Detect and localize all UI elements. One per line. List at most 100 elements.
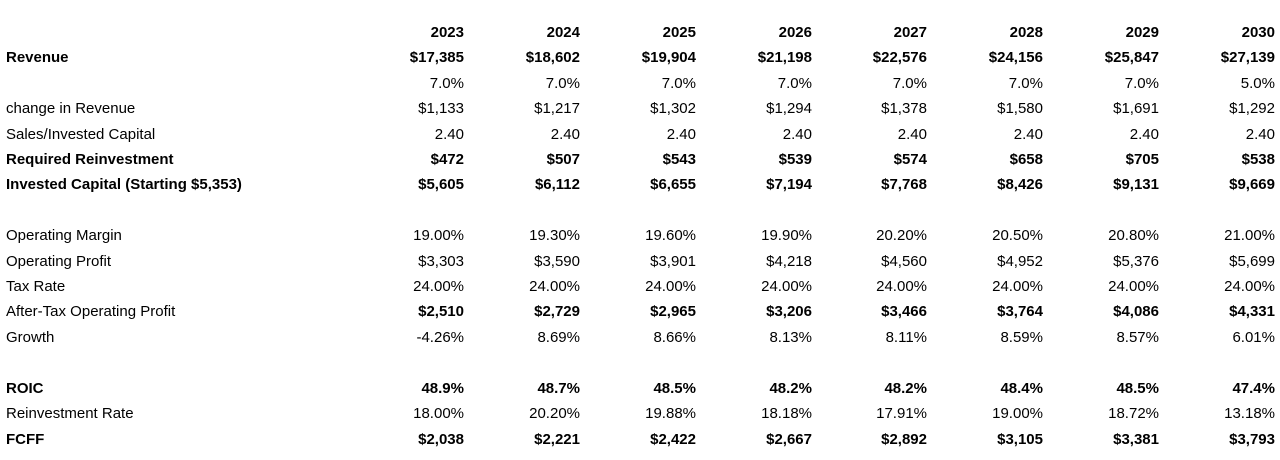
cell-operating-profit-2025: $3,901 bbox=[650, 253, 696, 270]
cell-growth-2026: 8.13% bbox=[769, 329, 812, 346]
cell-roic-2024: 48.7% bbox=[537, 380, 580, 397]
cell-unlabeled-2026: 7.0% bbox=[777, 75, 812, 92]
cell-revenue-2027: $22,576 bbox=[872, 49, 927, 66]
header-row: 2023 2024 2025 2026 2027 2028 2029 2030 bbox=[0, 20, 1280, 45]
cell-sales-invested-capital-2029: 2.40 bbox=[1129, 126, 1159, 143]
cell-revenue-2026: $21,198 bbox=[757, 49, 812, 66]
cell-sales-invested-capital-2025: 2.40 bbox=[666, 126, 696, 143]
cell-required-reinvestment-2029: $705 bbox=[1125, 151, 1159, 168]
cell-roic-2025: 48.5% bbox=[653, 380, 696, 397]
cell-required-reinvestment-2024: $507 bbox=[546, 151, 580, 168]
cell-after-tax-operating-profit-2030: $4,331 bbox=[1229, 303, 1275, 320]
cell-operating-margin-2030: 21.00% bbox=[1224, 227, 1275, 244]
cell-unlabeled-2027: 7.0% bbox=[892, 75, 927, 92]
cell-fcff-2028: $3,105 bbox=[997, 431, 1043, 448]
cell-change-in-revenue-2028: $1,580 bbox=[997, 100, 1043, 117]
row-label: Revenue bbox=[6, 49, 69, 66]
cell-operating-margin-2025: 19.60% bbox=[645, 227, 696, 244]
cell-operating-margin-2026: 19.90% bbox=[761, 227, 812, 244]
cell-operating-margin-2027: 20.20% bbox=[876, 227, 927, 244]
cell-reinvestment-rate-2024: 20.20% bbox=[529, 405, 580, 422]
cell-fcff-2027: $2,892 bbox=[881, 431, 927, 448]
cell-change-in-revenue-2030: $1,292 bbox=[1229, 100, 1275, 117]
row-label: Operating Profit bbox=[6, 253, 112, 270]
cell-after-tax-operating-profit-2025: $2,965 bbox=[650, 303, 696, 320]
cell-after-tax-operating-profit-2024: $2,729 bbox=[534, 303, 580, 320]
year-header: 2023 bbox=[430, 24, 464, 41]
table-row: Revenue $17,385 $18,602 $19,904 $21,198 $22,5… bbox=[0, 45, 1280, 70]
cell-growth-2028: 8.59% bbox=[1000, 329, 1043, 346]
cell-reinvestment-rate-2027: 17.91% bbox=[876, 405, 927, 422]
cell-operating-margin-2024: 19.30% bbox=[529, 227, 580, 244]
cell-growth-2025: 8.66% bbox=[653, 329, 696, 346]
row-label: Reinvestment Rate bbox=[6, 405, 134, 422]
cell-fcff-2026: $2,667 bbox=[766, 431, 812, 448]
cell-invested-capital-starting-5-353-2024: $6,112 bbox=[534, 176, 580, 193]
cell-operating-margin-2029: 20.80% bbox=[1108, 227, 1159, 244]
cell-change-in-revenue-2023: $1,133 bbox=[418, 100, 464, 117]
cell-required-reinvestment-2023: $472 bbox=[430, 151, 464, 168]
cell-reinvestment-rate-2029: 18.72% bbox=[1108, 405, 1159, 422]
cell-required-reinvestment-2028: $658 bbox=[1009, 151, 1043, 168]
cell-after-tax-operating-profit-2029: $4,086 bbox=[1113, 303, 1159, 320]
cell-required-reinvestment-2025: $543 bbox=[662, 151, 696, 168]
cell-tax-rate-2027: 24.00% bbox=[876, 278, 927, 295]
table-row: Required Reinvestment $472 $507 $543 $539 $57… bbox=[0, 147, 1280, 172]
cell-revenue-2030: $27,139 bbox=[1220, 49, 1275, 66]
cell-fcff-2023: $2,038 bbox=[418, 431, 464, 448]
row-label: Tax Rate bbox=[6, 278, 66, 295]
cell-tax-rate-2029: 24.00% bbox=[1108, 278, 1159, 295]
cell-reinvestment-rate-2026: 18.18% bbox=[761, 405, 812, 422]
cell-fcff-2024: $2,221 bbox=[534, 431, 580, 448]
cell-unlabeled-2025: 7.0% bbox=[661, 75, 696, 92]
table-row: FCFF $2,038 $2,221 $2,422 $2,667 $2,892 $3,105… bbox=[0, 427, 1280, 452]
cell-roic-2029: 48.5% bbox=[1116, 380, 1159, 397]
cell-sales-invested-capital-2028: 2.40 bbox=[1013, 126, 1043, 143]
cell-unlabeled-2024: 7.0% bbox=[545, 75, 580, 92]
cell-required-reinvestment-2026: $539 bbox=[778, 151, 812, 168]
cell-tax-rate-2026: 24.00% bbox=[761, 278, 812, 295]
cell-tax-rate-2023: 24.00% bbox=[413, 278, 464, 295]
cell-operating-margin-2028: 20.50% bbox=[992, 227, 1043, 244]
cell-sales-invested-capital-2027: 2.40 bbox=[897, 126, 927, 143]
row-label: Sales/Invested Capital bbox=[6, 126, 156, 143]
table-row: ROIC 48.9% 48.7% 48.5% 48.2% 48.2% 48.4% 48.5% 4… bbox=[0, 376, 1280, 401]
table-row: Operating Margin 19.00% 19.30% 19.60% 19.90%… bbox=[0, 223, 1280, 248]
cell-reinvestment-rate-2023: 18.00% bbox=[413, 405, 464, 422]
cell-unlabeled-2023: 7.0% bbox=[429, 75, 464, 92]
cell-invested-capital-starting-5-353-2028: $8,426 bbox=[997, 176, 1043, 193]
cell-operating-profit-2024: $3,590 bbox=[534, 253, 580, 270]
table-row: Reinvestment Rate 18.00% 20.20% 19.88% 18.18… bbox=[0, 401, 1280, 426]
cell-reinvestment-rate-2030: 13.18% bbox=[1224, 405, 1275, 422]
cell-growth-2024: 8.69% bbox=[537, 329, 580, 346]
cell-tax-rate-2028: 24.00% bbox=[992, 278, 1043, 295]
cell-growth-2030: 6.01% bbox=[1232, 329, 1275, 346]
cell-growth-2029: 8.57% bbox=[1116, 329, 1159, 346]
row-label: Growth bbox=[6, 329, 55, 346]
cell-sales-invested-capital-2026: 2.40 bbox=[782, 126, 812, 143]
year-header: 2024 bbox=[546, 24, 580, 41]
table-row: Operating Profit $3,303 $3,590 $3,901 $4,218… bbox=[0, 249, 1280, 274]
cell-tax-rate-2030: 24.00% bbox=[1224, 278, 1275, 295]
cell-fcff-2029: $3,381 bbox=[1113, 431, 1159, 448]
year-header: 2028 bbox=[1009, 24, 1043, 41]
cell-invested-capital-starting-5-353-2029: $9,131 bbox=[1113, 176, 1159, 193]
row-label: After-Tax Operating Profit bbox=[6, 303, 176, 320]
cell-change-in-revenue-2027: $1,378 bbox=[881, 100, 927, 117]
cell-operating-profit-2030: $5,699 bbox=[1229, 253, 1275, 270]
cell-after-tax-operating-profit-2027: $3,466 bbox=[881, 303, 927, 320]
cell-reinvestment-rate-2028: 19.00% bbox=[992, 405, 1043, 422]
cell-sales-invested-capital-2024: 2.40 bbox=[550, 126, 580, 143]
table-row: change in Revenue $1,133 $1,217 $1,302 $1,29… bbox=[0, 96, 1280, 121]
cell-revenue-2025: $19,904 bbox=[641, 49, 696, 66]
cell-after-tax-operating-profit-2026: $3,206 bbox=[766, 303, 812, 320]
cell-roic-2028: 48.4% bbox=[1000, 380, 1043, 397]
cell-revenue-2023: $17,385 bbox=[409, 49, 464, 66]
year-header: 2029 bbox=[1125, 24, 1159, 41]
row-label: change in Revenue bbox=[6, 100, 136, 117]
cell-roic-2026: 48.2% bbox=[769, 380, 812, 397]
row-label: FCFF bbox=[6, 431, 45, 448]
cell-operating-margin-2023: 19.00% bbox=[413, 227, 464, 244]
cell-fcff-2025: $2,422 bbox=[650, 431, 696, 448]
